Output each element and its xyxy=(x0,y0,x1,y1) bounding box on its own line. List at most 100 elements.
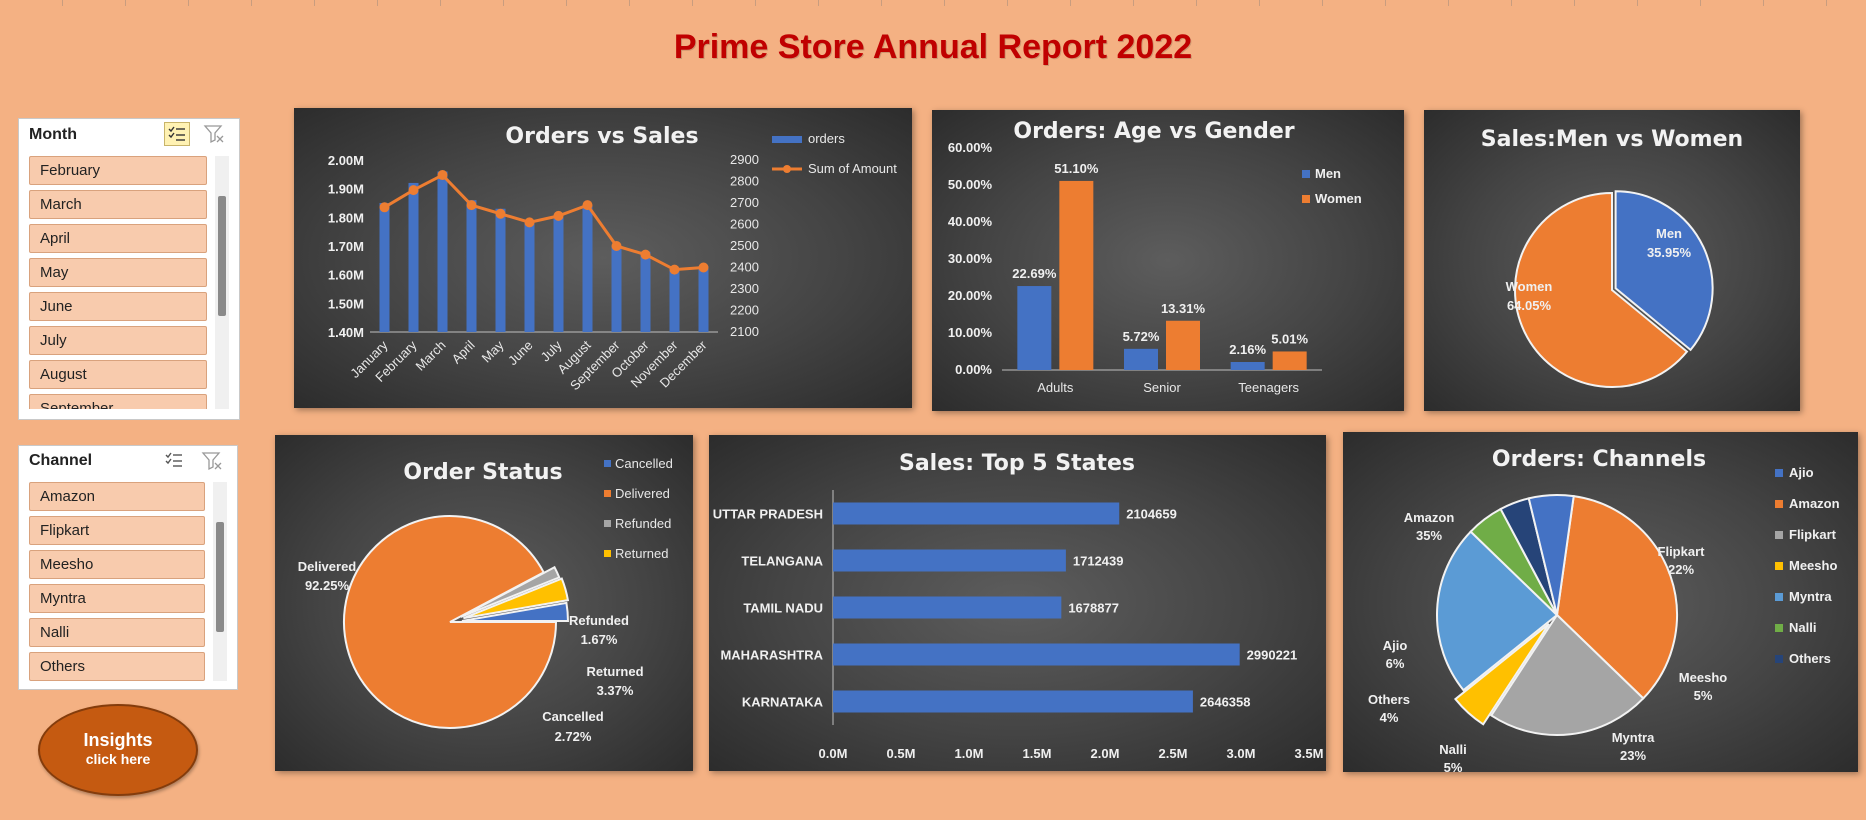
x-tick-label: April xyxy=(449,337,478,366)
label-returned-value: 3.37% xyxy=(597,683,634,698)
clear-filter-icon[interactable] xyxy=(200,450,224,472)
status-slice-refunded xyxy=(460,565,561,618)
legend-swatch xyxy=(1302,170,1310,178)
amount-point xyxy=(466,200,477,211)
state-bar xyxy=(833,549,1066,572)
label-nalli-value: 5% xyxy=(1444,760,1463,772)
y-tick-label: 60.00% xyxy=(948,140,993,155)
label-others-name: Others xyxy=(1368,692,1410,707)
multi-select-icon[interactable] xyxy=(164,122,190,146)
legend-orders-swatch xyxy=(772,136,802,143)
month-slicer-header: Month xyxy=(29,126,77,143)
label-nalli-name: Nalli xyxy=(1439,742,1466,757)
age-vs-gender-chart[interactable]: Orders: Age vs Gender 0.00% 10.00% 20.00% 30… xyxy=(932,110,1404,411)
legend-swatch xyxy=(1775,624,1783,632)
month-slicer[interactable]: Month February March April May June July Augus… xyxy=(18,118,240,420)
month-slicer-item-march[interactable]: March xyxy=(29,190,207,219)
amount-point xyxy=(640,249,651,260)
y-tick-label: 0.00% xyxy=(955,362,992,377)
orders-vs-sales-chart[interactable]: Orders vs Sales 1.40M 1.50M 1.60M 1.70M 1.80M… xyxy=(294,108,912,408)
data-label: 2990221 xyxy=(1247,648,1298,663)
channel-slicer[interactable]: Channel Amazon Flipkart Meesho Myntra Nalli O… xyxy=(18,445,238,690)
channel-slicer-item-flipkart[interactable]: Flipkart xyxy=(29,516,205,545)
month-slicer-item-september[interactable]: September xyxy=(29,394,207,409)
insights-button-label: Insights xyxy=(83,730,153,750)
x-tick-label: 2.0M xyxy=(1091,746,1120,761)
amount-point xyxy=(582,200,593,211)
month-slicer-item-august[interactable]: August xyxy=(29,360,207,389)
y-left-tick-label: 1.80M xyxy=(328,210,364,225)
chart-title: Orders vs Sales xyxy=(505,124,698,149)
label-men-value: 35.95% xyxy=(1647,245,1692,260)
data-label: 1712439 xyxy=(1073,554,1124,569)
label-women-value: 64.05% xyxy=(1507,298,1552,313)
legend-label: Returned xyxy=(615,546,668,561)
x-tick-label: 1.0M xyxy=(955,746,984,761)
gender-slice-men xyxy=(1614,190,1714,352)
legend-label: Refunded xyxy=(615,516,671,531)
legend-orders-label: orders xyxy=(808,131,845,146)
men-bar xyxy=(1124,348,1158,370)
legend-label: Myntra xyxy=(1789,589,1832,604)
sales-men-women-chart[interactable]: Sales:Men vs Women Men 35.95% Women 64.05% xyxy=(1424,110,1800,411)
amount-point xyxy=(379,202,390,213)
label-amazon-value: 35% xyxy=(1416,528,1442,543)
data-label: 2646358 xyxy=(1200,695,1251,710)
orders-bar xyxy=(379,203,390,332)
y-right-tick-label: 2700 xyxy=(730,195,759,210)
order-status-chart[interactable]: Order Status Delivered 92.25% Refunded 1.67%… xyxy=(275,435,693,771)
x-tick-label: Teenagers xyxy=(1238,380,1299,395)
data-label: 13.31% xyxy=(1161,301,1206,316)
legend-swatch xyxy=(604,550,611,557)
month-slicer-scrollbar[interactable] xyxy=(215,156,229,409)
y-right-tick-label: 2900 xyxy=(730,152,759,167)
channel-slicer-item-nalli[interactable]: Nalli xyxy=(29,618,205,647)
data-label: 22.69% xyxy=(1012,266,1057,281)
legend-amount-label: Sum of Amount xyxy=(808,161,897,176)
label-others-value: 4% xyxy=(1380,710,1399,725)
month-slicer-item-february[interactable]: February xyxy=(29,156,207,185)
x-tick-label: 0.0M xyxy=(819,746,848,761)
month-slicer-item-july[interactable]: July xyxy=(29,326,207,355)
month-slicer-item-may[interactable]: May xyxy=(29,258,207,287)
legend-amount-marker xyxy=(783,165,791,173)
month-slicer-item-april[interactable]: April xyxy=(29,224,207,253)
insights-button-sublabel: click here xyxy=(85,751,151,767)
orders-channels-chart[interactable]: Orders: Channels Amazon 35% Flipkart 22% Mees… xyxy=(1343,432,1858,772)
x-tick-label: March xyxy=(412,338,448,374)
x-tick-label: 2.5M xyxy=(1159,746,1188,761)
channel-slicer-item-myntra[interactable]: Myntra xyxy=(29,584,205,613)
chart-title: Orders: Age vs Gender xyxy=(1013,119,1294,144)
channel-slicer-item-amazon[interactable]: Amazon xyxy=(29,482,205,511)
data-label: 2104659 xyxy=(1126,507,1177,522)
legend-label: Delivered xyxy=(615,486,670,501)
y-left-tick-label: 2.00M xyxy=(328,153,364,168)
x-tick-label: 1.5M xyxy=(1023,746,1052,761)
channel-slicer-item-meesho[interactable]: Meesho xyxy=(29,550,205,579)
channel-slicer-scrollbar[interactable] xyxy=(213,482,227,681)
legend-swatch xyxy=(1775,562,1783,570)
y-left-tick-label: 1.50M xyxy=(328,296,364,311)
scroll-thumb[interactable] xyxy=(216,522,224,632)
multi-select-icon[interactable] xyxy=(162,449,186,471)
orders-bar xyxy=(553,217,564,332)
y-tick-label: 50.00% xyxy=(948,177,993,192)
channel-slicer-item-others[interactable]: Others xyxy=(29,652,205,681)
legend-swatch xyxy=(604,490,611,497)
month-slicer-list: February March April May June July August Septe… xyxy=(29,156,207,409)
label-amazon-name: Amazon xyxy=(1404,510,1455,525)
label-meesho-value: 5% xyxy=(1694,688,1713,703)
data-label: 1678877 xyxy=(1068,601,1119,616)
month-slicer-item-june[interactable]: June xyxy=(29,292,207,321)
women-bar xyxy=(1272,351,1307,370)
y-right-tick-label: 2800 xyxy=(730,174,759,189)
y-right-tick-label: 2400 xyxy=(730,260,759,275)
legend-label: Nalli xyxy=(1789,620,1816,635)
insights-button[interactable]: Insights click here xyxy=(38,704,198,796)
label-cancelled-name: Cancelled xyxy=(542,709,603,724)
scroll-thumb[interactable] xyxy=(218,196,226,316)
clear-filter-icon[interactable] xyxy=(202,123,226,145)
chart-title: Orders: Channels xyxy=(1492,447,1706,472)
top5-states-chart[interactable]: Sales: Top 5 States UTTAR PRADESH 2104659 T… xyxy=(709,435,1326,771)
amount-point xyxy=(408,185,419,196)
